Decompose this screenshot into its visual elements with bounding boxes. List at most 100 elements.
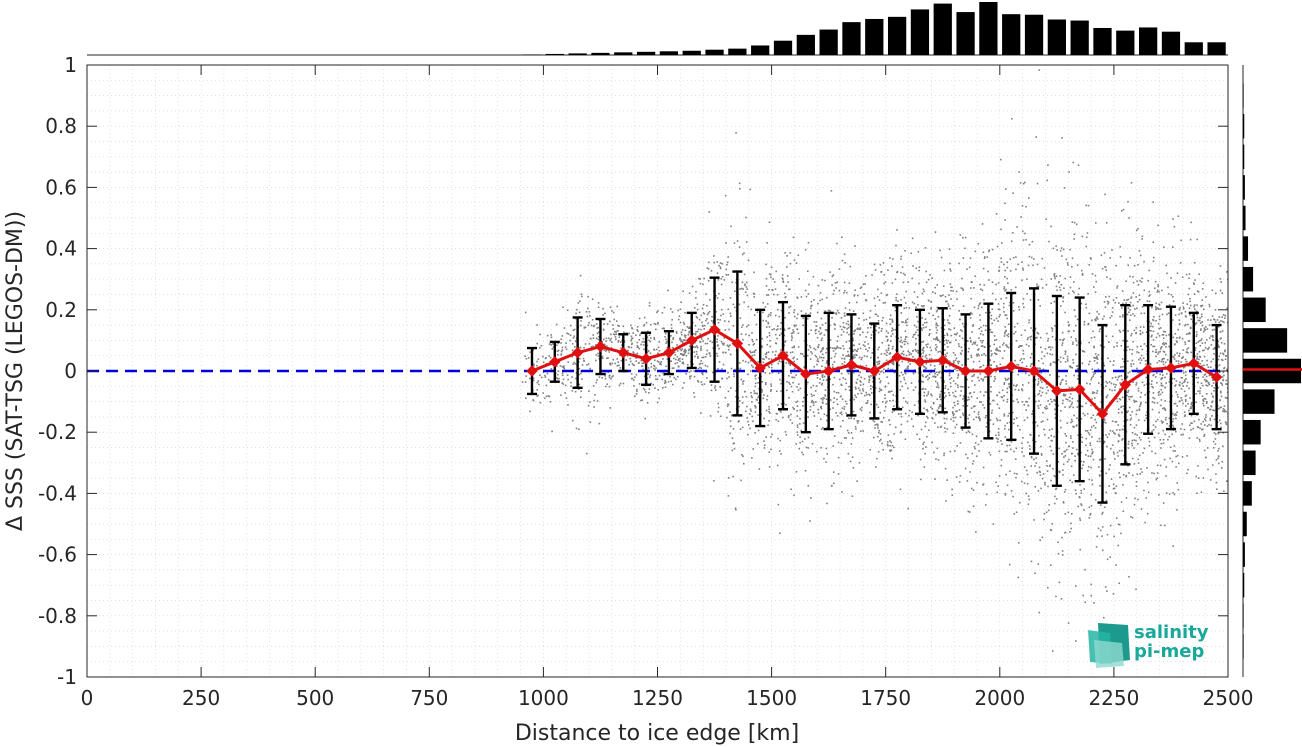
scatter-point (728, 345, 730, 348)
scatter-point (1185, 378, 1187, 380)
scatter-point (609, 407, 612, 409)
scatter-point (821, 359, 824, 362)
scatter-point (1209, 408, 1212, 411)
scatter-point (1040, 454, 1043, 456)
scatter-point (943, 334, 946, 337)
scatter-point (774, 333, 777, 336)
scatter-point (848, 385, 850, 388)
scatter-point (1219, 406, 1221, 409)
scatter-point (1114, 386, 1116, 388)
scatter-point (1156, 381, 1158, 384)
scatter-point (921, 341, 923, 343)
scatter-point (944, 431, 947, 433)
scatter-point (842, 377, 845, 379)
scatter-point (604, 377, 607, 380)
scatter-point (928, 312, 930, 315)
scatter-point (921, 292, 924, 295)
scatter-point (683, 354, 685, 357)
scatter-point (1043, 428, 1045, 431)
scatter-point (1157, 391, 1160, 394)
scatter-point (931, 407, 934, 410)
scatter-point (1164, 361, 1167, 364)
scatter-point (769, 412, 771, 414)
scatter-point (1108, 485, 1111, 487)
scatter-point (1112, 364, 1115, 366)
scatter-point (1038, 69, 1041, 71)
scatter-point (525, 397, 527, 399)
scatter-point (1118, 582, 1121, 585)
scatter-point (743, 252, 745, 254)
scatter-point (1151, 334, 1153, 337)
scatter-point (922, 288, 925, 291)
scatter-point (592, 345, 594, 348)
scatter-point (1149, 362, 1152, 365)
scatter-point (991, 331, 994, 334)
scatter-point (870, 403, 872, 406)
scatter-point (820, 397, 823, 400)
scatter-point (901, 266, 904, 268)
scatter-point (1172, 420, 1174, 423)
scatter-point (1139, 357, 1142, 360)
scatter-point (1045, 511, 1048, 514)
scatter-point (832, 347, 834, 349)
scatter-point (1060, 283, 1063, 286)
scatter-point (866, 355, 868, 358)
scatter-point (1224, 314, 1227, 317)
scatter-point (1077, 454, 1080, 456)
scatter-point (1117, 433, 1120, 436)
scatter-point (612, 324, 614, 326)
scatter-point (1111, 377, 1114, 379)
scatter-point (799, 418, 801, 420)
scatter-point (577, 302, 580, 304)
scatter-point (1195, 373, 1197, 376)
scatter-point (956, 410, 958, 412)
scatter-point (970, 407, 973, 409)
scatter-point (1061, 402, 1064, 405)
scatter-point (529, 410, 531, 413)
scatter-point (1213, 328, 1216, 331)
scatter-point (1185, 351, 1188, 353)
scatter-point (557, 342, 559, 345)
scatter-point (1200, 382, 1203, 385)
scatter-point (1047, 346, 1050, 349)
scatter-point (913, 324, 916, 327)
scatter-point (995, 365, 998, 367)
scatter-point (950, 298, 952, 300)
scatter-point (537, 394, 539, 397)
scatter-point (953, 327, 956, 329)
scatter-point (791, 422, 794, 424)
scatter-point (1195, 376, 1198, 379)
scatter-point (1093, 360, 1096, 362)
scatter-point (1224, 317, 1226, 319)
scatter-point (762, 397, 765, 400)
scatter-point (832, 367, 834, 369)
scatter-point (1131, 432, 1134, 434)
scatter-point (702, 325, 704, 327)
scatter-point (1129, 305, 1132, 308)
scatter-point (1064, 361, 1067, 363)
scatter-point (766, 294, 768, 296)
scatter-point (1029, 448, 1031, 450)
scatter-point (641, 399, 643, 401)
scatter-point (1216, 319, 1219, 321)
scatter-point (765, 351, 768, 354)
scatter-point (539, 374, 541, 377)
scatter-point (632, 332, 634, 334)
scatter-point (693, 392, 695, 394)
scatter-point (889, 314, 892, 317)
scatter-point (1017, 401, 1019, 404)
scatter-point (1013, 418, 1016, 421)
scatter-point (1201, 315, 1203, 318)
scatter-point (915, 331, 917, 334)
scatter-point (943, 413, 946, 416)
right-hist-bar (1243, 481, 1252, 506)
scatter-point (880, 292, 883, 295)
scatter-point (1090, 426, 1093, 428)
scatter-point (1136, 409, 1138, 412)
scatter-point (1204, 424, 1206, 426)
scatter-point (1009, 470, 1011, 473)
scatter-point (954, 390, 957, 393)
scatter-point (913, 404, 916, 406)
scatter-point (1005, 329, 1007, 332)
scatter-point (561, 346, 564, 349)
